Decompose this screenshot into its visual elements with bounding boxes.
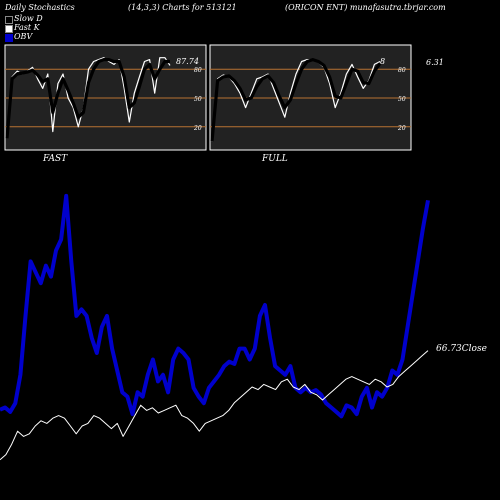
last-value-full: 8 [380, 57, 385, 66]
y-tick-full-50: 50 [398, 96, 406, 103]
legend-swatch-slow-d [5, 16, 13, 24]
series-full-fast-k [211, 58, 381, 142]
panel-label-fast: FAST [42, 154, 68, 164]
legend-label-obv: OBV [14, 32, 33, 41]
y-tick-fast-20: 20 [193, 125, 202, 132]
y-tick-full-20: 20 [397, 125, 406, 132]
y-tick-fast-80: 80 [194, 67, 202, 74]
panel-label-full: FULL [261, 154, 288, 164]
legend-label-slow-d: Slow D [14, 14, 43, 23]
close-value-label: 66.73Close [436, 344, 487, 354]
chart-title-params: (14,3,3) Charts for 513121 [128, 3, 237, 12]
legend-swatch-fast-k [5, 25, 13, 33]
series-close [0, 350, 429, 461]
series-full-slow-d [210, 57, 382, 142]
y-tick-fast-50: 50 [194, 96, 202, 103]
y-tick-full-80: 80 [398, 67, 406, 74]
chart-title-right: (ORICON ENT) munafasutra.tbrjar.com [285, 3, 446, 12]
legend-swatch-obv [5, 34, 13, 42]
last-value-fast: 87.74 [176, 57, 199, 66]
legend-label-fast-k: Fast K [14, 23, 40, 32]
series-obv [0, 193, 430, 419]
obv-value-label: 6.31 [426, 58, 444, 67]
series-fast-slow-d [5, 57, 170, 139]
chart-title-left: Daily Stochastics [5, 3, 75, 12]
